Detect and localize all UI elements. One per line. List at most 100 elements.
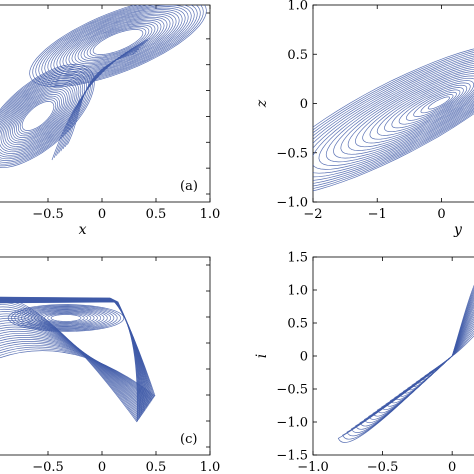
trajectory-loop — [313, 61, 474, 170]
trajectory-band — [0, 344, 154, 400]
trajectory-loop — [340, 68, 474, 155]
panel-c-z-projection: −0.500.51.0z(c) — [0, 256, 220, 474]
trajectory-loop — [0, 78, 80, 154]
trajectory-band — [0, 320, 145, 412]
trajectory-band — [0, 301, 156, 397]
x-tick-label: 0 — [98, 207, 106, 222]
trajectory-loop — [21, 307, 112, 329]
trajectory-loop — [59, 12, 177, 72]
x-tick-label: −0.5 — [367, 460, 399, 474]
trajectory-band — [0, 333, 149, 406]
trajectory-loop — [47, 6, 189, 78]
trajectory-band — [0, 350, 156, 397]
trajectory-loop — [313, 55, 474, 181]
trajectory-loop — [0, 81, 76, 151]
trajectory-band — [0, 330, 149, 407]
trajectory-loop — [427, 96, 450, 110]
hysteresis-loop — [337, 355, 453, 443]
trajectory-loop — [68, 16, 168, 68]
trajectory-loop — [4, 85, 72, 147]
y-tick-label: −0.5 — [276, 146, 308, 161]
trajectory-loop — [65, 15, 171, 69]
trajectory-loop — [17, 306, 115, 330]
trajectory-loop — [92, 29, 144, 55]
trajectory-loop — [27, 308, 105, 328]
x-tick-label: 0 — [98, 460, 106, 474]
trajectory-loop — [44, 5, 192, 80]
trajectory-band — [0, 311, 142, 417]
trajectory-loop — [405, 89, 461, 121]
trajectory-loop — [34, 310, 98, 326]
y-axis-label: i — [254, 354, 270, 358]
trajectory-loop — [333, 66, 474, 159]
trajectory-loop — [56, 10, 180, 74]
y-tick-label: 0.5 — [287, 48, 308, 63]
trajectory-loop — [14, 305, 118, 331]
trajectory-band — [0, 326, 147, 409]
y-tick-label: 1.5 — [287, 251, 308, 266]
axes-frame — [0, 4, 211, 203]
trajectory-loop — [325, 64, 474, 163]
trajectory-loop — [12, 92, 64, 140]
trajectory-loop — [21, 101, 55, 131]
panel-b-yz-projection: −2 −1 0 1.0 0.5 0 −0.5 −1.0 y z — [254, 0, 474, 238]
trajectory-loop — [347, 71, 474, 151]
panel-label: (a) — [180, 179, 198, 194]
x-tick-label: −2 — [303, 207, 322, 222]
x-tick-label: 0.5 — [146, 460, 167, 474]
trajectory-loop — [14, 94, 62, 138]
trajectory-loop — [40, 311, 92, 325]
trajectory-band — [0, 322, 146, 411]
y-tick-label: 0 — [300, 97, 308, 112]
trajectory-band — [0, 335, 150, 405]
trajectory-loop — [384, 82, 471, 133]
trajectory-loop — [313, 48, 474, 192]
trajectory-loop — [37, 311, 95, 325]
trajectory-loop — [318, 63, 474, 166]
trajectory-loop — [313, 50, 474, 189]
trajectory-band — [0, 348, 155, 398]
trajectory-band — [0, 315, 144, 414]
trajectory-bridge — [67, 53, 135, 145]
trajectory-band — [0, 337, 151, 404]
trajectory-loop — [29, 5, 207, 87]
trajectory-loop — [369, 77, 474, 140]
trajectory-loop — [362, 75, 474, 144]
y-axis-label: z — [254, 99, 270, 108]
trajectory-band — [0, 346, 154, 399]
trajectory-loop — [16, 95, 60, 137]
trajectory-loop — [313, 52, 474, 187]
x-tick-label: 0.5 — [146, 207, 167, 222]
trajectory-loop — [313, 53, 474, 184]
x-tick-label: −1.0 — [297, 460, 329, 474]
x-tick-label: 1.0 — [200, 207, 221, 222]
trajectory-loop — [420, 94, 454, 114]
trajectory-band — [0, 301, 139, 421]
trajectory-loop — [53, 9, 183, 75]
trajectory-band — [0, 341, 152, 402]
trajectory-loop — [0, 67, 91, 165]
trajectory-band — [0, 324, 146, 410]
trajectory-loop — [17, 97, 59, 135]
trajectory-loop — [89, 27, 147, 57]
trajectory-loop — [355, 73, 474, 148]
trajectory-loop — [24, 307, 108, 329]
y-tick-label: 0 — [300, 350, 308, 365]
trajectory-loop — [35, 5, 201, 84]
x-tick-label: −1 — [368, 207, 387, 222]
trajectory-loop — [19, 99, 57, 133]
y-tick-label: −0.5 — [276, 383, 308, 398]
trajectory-loop — [2, 83, 74, 149]
trajectory-loop — [44, 312, 88, 324]
x-tick-label: 0 — [448, 460, 456, 474]
trajectory-loop — [50, 7, 186, 77]
trajectory-loop — [0, 63, 95, 169]
axes-frame — [312, 256, 474, 456]
trajectory-loop — [0, 69, 89, 163]
trajectory-loop — [41, 5, 195, 81]
trajectory-loop — [391, 84, 468, 129]
trajectory-loop — [30, 309, 102, 327]
trajectory-loop — [376, 80, 474, 136]
trajectory-loop — [10, 90, 66, 142]
